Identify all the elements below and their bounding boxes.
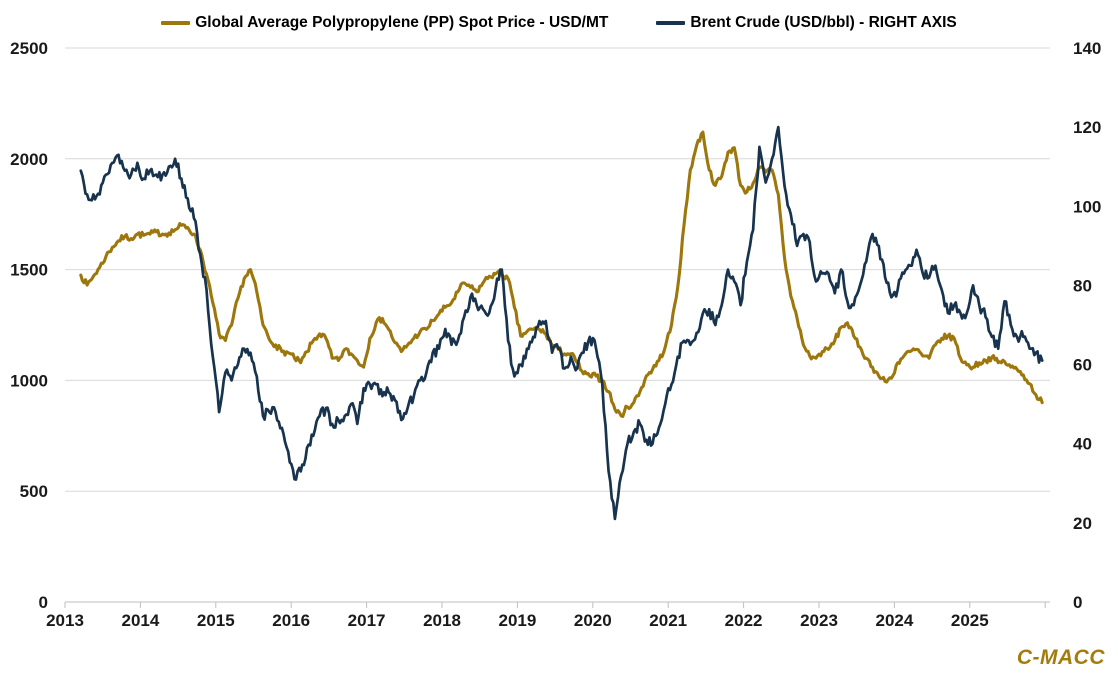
left-axis-tick-label: 2000 (10, 150, 48, 169)
right-axis-tick-label: 120 (1073, 118, 1101, 137)
brent-line-swatch (656, 21, 686, 25)
left-axis-tick-label: 500 (20, 482, 48, 501)
chart-legend: Global Average Polypropylene (PP) Spot P… (0, 14, 1118, 32)
left-axis-tick-label: 1000 (10, 371, 48, 390)
x-axis-year-label: 2020 (574, 611, 612, 630)
right-axis-tick-label: 0 (1073, 593, 1082, 612)
x-axis-year-label: 2013 (46, 611, 84, 630)
pp-line-swatch (161, 21, 191, 25)
x-axis-year-label: 2018 (423, 611, 461, 630)
x-axis-year-label: 2016 (272, 611, 310, 630)
x-axis-year-label: 2023 (800, 611, 838, 630)
x-axis-year-label: 2024 (875, 611, 913, 630)
x-axis-year-label: 2019 (498, 611, 536, 630)
left-axis-tick-label: 1500 (10, 261, 48, 280)
right-axis-tick-label: 100 (1073, 197, 1101, 216)
right-axis-tick-label: 140 (1073, 39, 1101, 58)
x-axis-year-label: 2021 (649, 611, 687, 630)
right-axis-tick-label: 20 (1073, 514, 1092, 533)
right-axis-tick-label: 40 (1073, 435, 1092, 454)
x-axis-year-label: 2017 (348, 611, 386, 630)
right-axis-tick-label: 60 (1073, 356, 1092, 375)
x-axis-year-label: 2025 (951, 611, 989, 630)
left-axis-tick-label: 2500 (10, 39, 48, 58)
x-axis-year-label: 2015 (197, 611, 235, 630)
cmacc-logo: C-MACC (1016, 646, 1105, 669)
legend-entry-pp: Global Average Polypropylene (PP) Spot P… (161, 14, 608, 32)
left-axis-tick-label: 0 (39, 593, 48, 612)
brent-legend-label: Brent Crude (USD/bbl) - RIGHT AXIS (690, 14, 957, 31)
legend-entry-brent: Brent Crude (USD/bbl) - RIGHT AXIS (656, 14, 957, 32)
x-axis-year-label: 2022 (725, 611, 763, 630)
right-axis-tick-label: 80 (1073, 276, 1092, 295)
x-axis-year-label: 2014 (121, 611, 159, 630)
brent-series-line (79, 125, 1044, 521)
pp-legend-label: Global Average Polypropylene (PP) Spot P… (195, 14, 609, 31)
